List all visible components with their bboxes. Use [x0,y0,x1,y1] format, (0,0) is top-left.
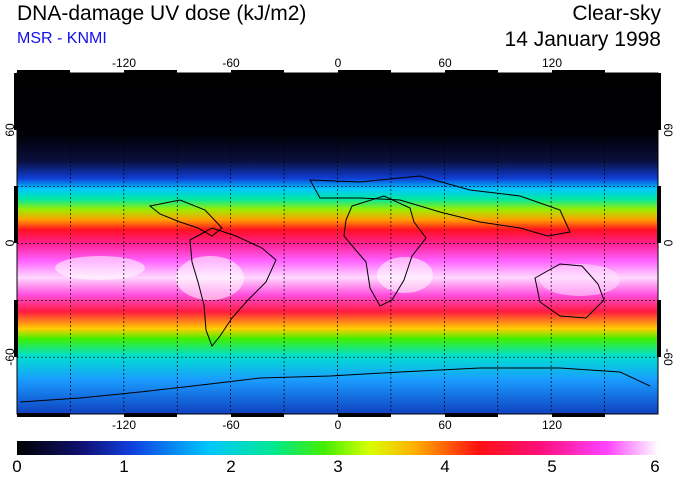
lon-tick-bottom: 60 [438,418,452,432]
sky-condition: Clear-sky [572,2,661,25]
lat-tick-left: 0 [3,239,17,247]
lon-tick-bottom: 120 [541,418,563,432]
lon-tick-top: 60 [438,56,452,70]
eurasia-outline [309,175,571,237]
map-frame [16,72,659,415]
colorbar [17,441,658,455]
colorbar-label: 6 [650,457,660,476]
colorbar-label: 0 [12,457,22,476]
lat-tick-left: 60 [3,123,17,137]
lon-tick-bottom: -120 [111,418,137,432]
lat-tick-right: 60 [661,123,675,137]
coastlines [19,175,651,403]
colorbar-label: 1 [119,457,129,476]
lat-tick-right: -60 [661,348,675,366]
lon-tick-top: -120 [111,56,137,70]
lon-tick-top: -60 [222,56,240,70]
africa-outline [343,195,427,307]
colorbar-label: 2 [226,457,236,476]
lat-tick-right: 0 [661,239,675,247]
source-label: MSR - KNMI [17,30,107,47]
colorbar-label: 4 [440,457,450,476]
lon-tick-bottom: -60 [222,418,240,432]
lon-tick-bottom: 0 [334,418,342,432]
chart-title: DNA-damage UV dose (kJ/m2) [17,2,307,25]
lon-tick-top: 120 [541,56,563,70]
colorbar-label: 3 [333,457,343,476]
map-date: 14 January 1998 [504,28,661,51]
south-america-outline [189,227,277,347]
north-america-outline [148,199,223,237]
lon-tick-top: 0 [334,56,342,70]
australia-outline [534,263,605,319]
antarctica-outline [19,367,651,403]
graticule [17,73,658,414]
frame-bars [14,70,661,417]
colorbar-label: 5 [547,457,557,476]
lat-tick-left: -60 [3,348,17,366]
